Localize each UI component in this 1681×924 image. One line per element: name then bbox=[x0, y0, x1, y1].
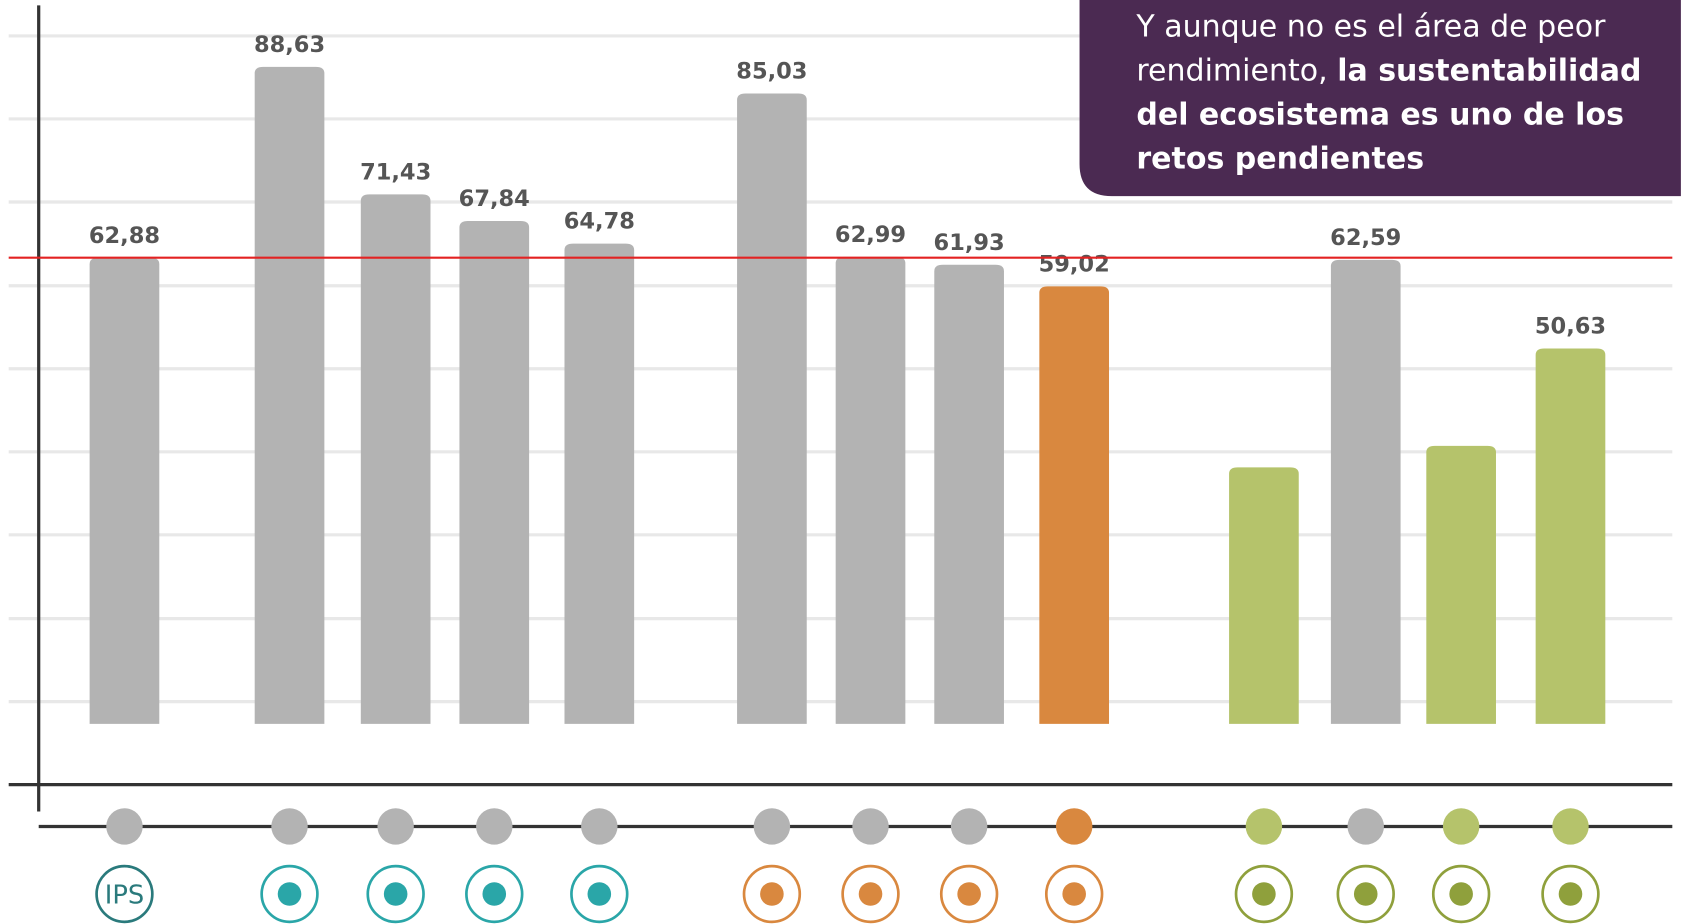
callout-text: Y aunque no es el área de peor rendimien… bbox=[1080, 0, 1681, 180]
value-label: 50,63 bbox=[1535, 314, 1606, 340]
bar bbox=[1535, 348, 1606, 724]
icon-glyph bbox=[1449, 882, 1473, 906]
value-label: 62,59 bbox=[1330, 225, 1401, 251]
value-label: 88,63 bbox=[254, 32, 325, 58]
icon-glyph bbox=[482, 882, 507, 906]
callout-bold: la sustentabilidad del ecosistema es uno… bbox=[1136, 52, 1642, 176]
callout-box bbox=[1079, 0, 1681, 197]
icon-glyph bbox=[957, 882, 981, 906]
dot bbox=[1442, 808, 1480, 845]
bar bbox=[835, 256, 906, 724]
bar bbox=[1426, 445, 1496, 724]
bar bbox=[737, 93, 807, 724]
icon-glyph bbox=[1353, 882, 1378, 906]
value-label: 85,03 bbox=[736, 59, 807, 85]
bar bbox=[1039, 286, 1110, 724]
icon-glyph bbox=[277, 882, 302, 906]
bar bbox=[89, 257, 160, 724]
value-label: 64,78 bbox=[564, 209, 635, 235]
value-label: 59,02 bbox=[1039, 251, 1110, 277]
value-label: 71,43 bbox=[360, 159, 431, 185]
dot bbox=[377, 808, 414, 845]
dot bbox=[852, 808, 889, 845]
dot bbox=[1347, 808, 1384, 845]
bar bbox=[1330, 259, 1401, 724]
icon-glyph bbox=[587, 882, 612, 906]
dot bbox=[1055, 808, 1093, 845]
icon-glyph bbox=[760, 882, 784, 906]
callout-plain: Y aunque no es el área de peor rendimien… bbox=[1136, 8, 1606, 88]
category-label: IPS bbox=[105, 881, 144, 911]
icon-glyph bbox=[858, 882, 883, 906]
bar bbox=[564, 243, 635, 724]
bar bbox=[360, 194, 431, 724]
value-label: 62,99 bbox=[835, 222, 906, 248]
value-label: 62,88 bbox=[89, 223, 160, 249]
value-label: 67,84 bbox=[459, 186, 530, 212]
bar bbox=[1229, 467, 1299, 724]
dot bbox=[581, 808, 618, 845]
bar bbox=[254, 66, 325, 724]
dot bbox=[106, 808, 143, 845]
icon-glyph bbox=[383, 882, 408, 906]
icon-ring bbox=[95, 864, 154, 924]
dot bbox=[476, 808, 513, 845]
dot bbox=[1552, 808, 1589, 845]
bar bbox=[934, 264, 1004, 724]
dot bbox=[1245, 808, 1283, 845]
bar bbox=[459, 220, 530, 724]
dot bbox=[753, 808, 791, 845]
icon-glyph bbox=[1062, 882, 1086, 906]
dot bbox=[271, 808, 308, 845]
dot bbox=[950, 808, 988, 845]
value-label: 61,93 bbox=[934, 230, 1005, 256]
icon-glyph bbox=[1252, 882, 1276, 906]
callout: Y aunque no es el área de peor rendimien… bbox=[1080, 0, 1681, 180]
icon-glyph bbox=[1558, 882, 1583, 906]
